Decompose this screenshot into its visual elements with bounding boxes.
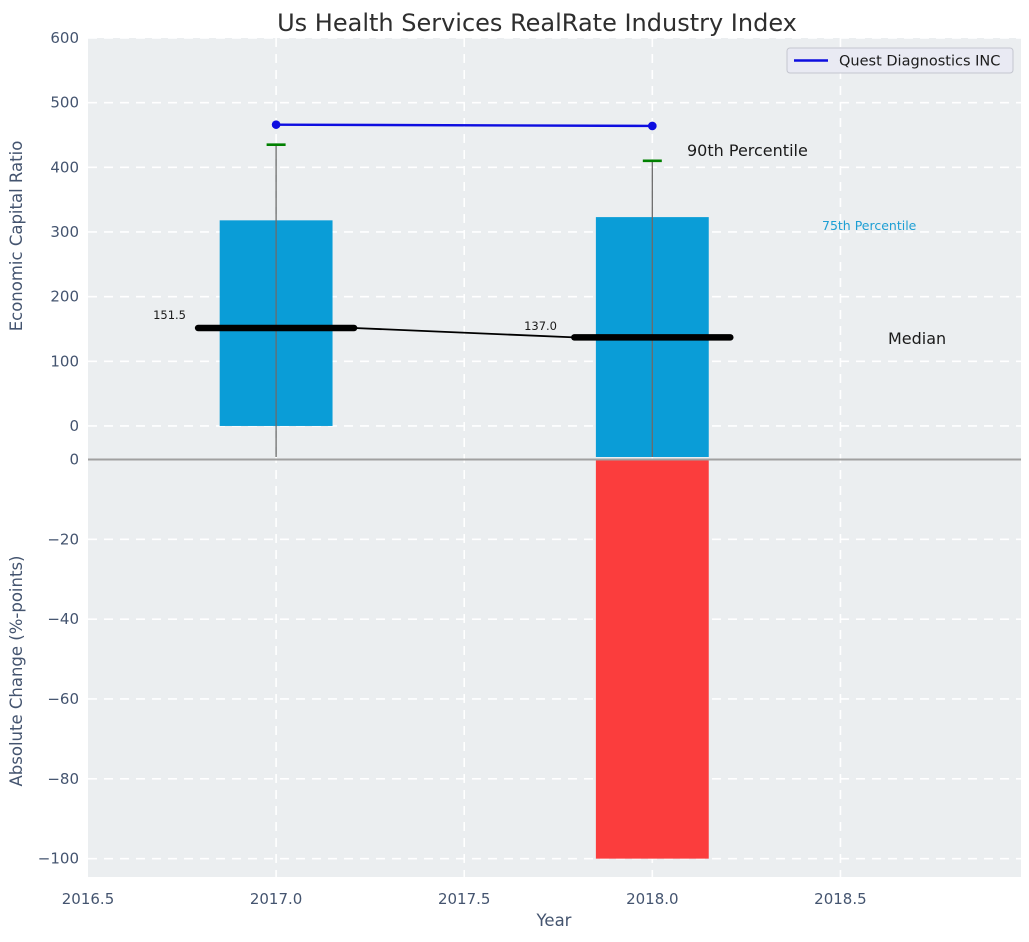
x-tick-2018.0: 2018.0 — [626, 890, 679, 908]
y-axis-title-bottom: Absolute Change (%-points) — [7, 556, 26, 787]
legend-box[interactable] — [786, 47, 1014, 74]
annotation-p75-label: 75th Percentile — [822, 218, 917, 233]
y-tick-bottom-−80: −80 — [47, 770, 79, 788]
quest-marker-2017 — [271, 120, 281, 129]
y-tick-top-600: 600 — [50, 29, 79, 47]
x-tick-2017.5: 2017.5 — [438, 890, 491, 908]
legend[interactable]: Quest Diagnostics INC — [786, 47, 1014, 74]
x-tick-2018.5: 2018.5 — [814, 890, 867, 908]
y-tick-top-300: 300 — [50, 223, 79, 241]
y-tick-bottom-−60: −60 — [47, 690, 79, 708]
x-tick-2016.5: 2016.5 — [62, 890, 115, 908]
annotation-median-value-2018: 137.0 — [524, 319, 557, 333]
legend-item-label[interactable]: Quest Diagnostics INC — [839, 54, 1000, 70]
annotation-p90-label: 90th Percentile — [687, 141, 808, 160]
x-axis-title: Year — [536, 911, 572, 930]
y-tick-top-400: 400 — [50, 158, 79, 176]
annotation-median-value-2017: 151.5 — [153, 308, 186, 322]
y-tick-top-0: 0 — [69, 417, 79, 435]
y-tick-top-500: 500 — [50, 94, 79, 112]
chart-title: Us Health Services RealRate Industry Ind… — [277, 9, 797, 37]
y-tick-bottom-−40: −40 — [47, 610, 79, 628]
y-tick-bottom-−100: −100 — [38, 850, 79, 868]
tick-labels-layer: 600 500 400 300 200 100 0 0 −20 −40 −60 −80 −100 2016… — [38, 29, 867, 908]
y-tick-top-100: 100 — [50, 352, 79, 370]
quest-line — [276, 123, 653, 128]
change-bar-2018 — [595, 460, 709, 859]
y-tick-bottom-−20: −20 — [47, 530, 79, 548]
plot-background — [88, 38, 1021, 877]
y-tick-top-200: 200 — [50, 288, 79, 306]
annotations-layer: 90th Percentile 75th Percentile Median 151.… — [153, 141, 946, 348]
x-tick-2017.0: 2017.0 — [250, 890, 303, 908]
quest-marker-2018 — [648, 121, 657, 131]
plot-layer — [88, 37, 1021, 877]
annotation-median-label: Median — [888, 329, 946, 348]
y-axis-title-top: Economic Capital Ratio — [7, 141, 26, 332]
median-connector-line — [354, 327, 575, 339]
y-tick-bottom-0: 0 — [69, 451, 79, 469]
